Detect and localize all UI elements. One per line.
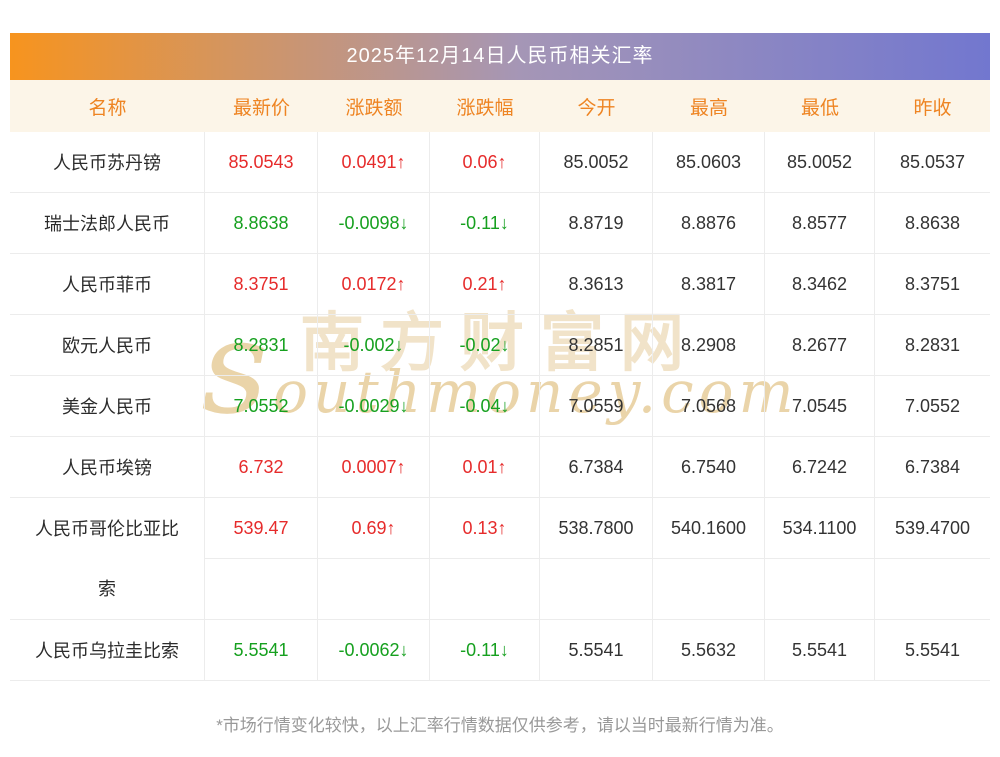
cell-prev: 6.7384: [875, 437, 990, 498]
spacer-cell: [205, 559, 318, 620]
rate-grid: 名称 最新价 涨跌额 涨跌幅 今开 最高 最低 昨收 人民币苏丹镑 85.054…: [10, 80, 990, 681]
cell-prev: 8.8638: [875, 193, 990, 254]
cell-high: 5.5632: [653, 620, 765, 681]
cell-open: 8.8719: [540, 193, 653, 254]
cell-change: -0.0062↓: [318, 620, 430, 681]
cell-prev: 8.2831: [875, 315, 990, 376]
cell-latest: 8.2831: [205, 315, 318, 376]
col-header-latest: 最新价: [205, 80, 318, 132]
cell-low: 534.1100: [765, 498, 875, 559]
cell-pct: -0.11↓: [430, 620, 540, 681]
cell-latest: 8.8638: [205, 193, 318, 254]
cell-change: 0.0172↑: [318, 254, 430, 315]
col-header-name: 名称: [10, 80, 205, 132]
cell-high: 540.1600: [653, 498, 765, 559]
col-header-open: 今开: [540, 80, 653, 132]
cell-high: 7.0568: [653, 376, 765, 437]
cell-prev: 8.3751: [875, 254, 990, 315]
cell-prev: 539.4700: [875, 498, 990, 559]
cell-open: 538.7800: [540, 498, 653, 559]
cell-change: 0.0007↑: [318, 437, 430, 498]
cell-prev: 5.5541: [875, 620, 990, 681]
row-name: 人民币乌拉圭比索: [10, 620, 205, 681]
cell-pct: -0.04↓: [430, 376, 540, 437]
row-name: 欧元人民币: [10, 315, 205, 376]
cell-open: 85.0052: [540, 132, 653, 193]
cell-prev: 7.0552: [875, 376, 990, 437]
cell-latest: 6.732: [205, 437, 318, 498]
cell-pct: 0.06↑: [430, 132, 540, 193]
cell-latest: 7.0552: [205, 376, 318, 437]
cell-low: 8.8577: [765, 193, 875, 254]
cell-latest: 8.3751: [205, 254, 318, 315]
cell-open: 8.3613: [540, 254, 653, 315]
cell-open: 6.7384: [540, 437, 653, 498]
cell-prev: 85.0537: [875, 132, 990, 193]
cell-pct: 0.01↑: [430, 437, 540, 498]
spacer-cell: [765, 559, 875, 620]
row-name: 人民币哥伦比亚比索: [10, 498, 205, 620]
disclaimer-note: *市场行情变化较快，以上汇率行情数据仅供参考，请以当时最新行情为准。: [216, 716, 784, 735]
col-header-prev: 昨收: [875, 80, 990, 132]
col-header-low: 最低: [765, 80, 875, 132]
cell-high: 85.0603: [653, 132, 765, 193]
cell-pct: -0.11↓: [430, 193, 540, 254]
row-name: 瑞士法郎人民币: [10, 193, 205, 254]
cell-low: 7.0545: [765, 376, 875, 437]
cell-open: 7.0559: [540, 376, 653, 437]
spacer-cell: [430, 559, 540, 620]
cell-high: 8.8876: [653, 193, 765, 254]
cell-change: 0.0491↑: [318, 132, 430, 193]
cell-low: 85.0052: [765, 132, 875, 193]
rate-table: 南方财富网 southmoney.com 名称 最新价 涨跌额 涨跌幅 今开 最…: [10, 80, 990, 681]
cell-open: 5.5541: [540, 620, 653, 681]
cell-change: -0.0098↓: [318, 193, 430, 254]
spacer-cell: [540, 559, 653, 620]
page-title: 2025年12月14日人民币相关汇率: [10, 33, 990, 80]
cell-low: 8.3462: [765, 254, 875, 315]
cell-pct: -0.02↓: [430, 315, 540, 376]
cell-low: 8.2677: [765, 315, 875, 376]
row-name: 人民币苏丹镑: [10, 132, 205, 193]
cell-high: 8.2908: [653, 315, 765, 376]
cell-latest: 5.5541: [205, 620, 318, 681]
cell-low: 6.7242: [765, 437, 875, 498]
cell-change: -0.0029↓: [318, 376, 430, 437]
cell-change: 0.69↑: [318, 498, 430, 559]
col-header-pct: 涨跌幅: [430, 80, 540, 132]
cell-latest: 85.0543: [205, 132, 318, 193]
cell-high: 8.3817: [653, 254, 765, 315]
col-header-high: 最高: [653, 80, 765, 132]
cell-change: -0.002↓: [318, 315, 430, 376]
row-name: 人民币埃镑: [10, 437, 205, 498]
cell-low: 5.5541: [765, 620, 875, 681]
spacer-cell: [875, 559, 990, 620]
cell-open: 8.2851: [540, 315, 653, 376]
exchange-rate-page: 2025年12月14日人民币相关汇率 南方财富网 southmoney.com …: [10, 33, 990, 735]
spacer-cell: [318, 559, 430, 620]
cell-latest: 539.47: [205, 498, 318, 559]
spacer-cell: [653, 559, 765, 620]
row-name: 人民币菲币: [10, 254, 205, 315]
cell-high: 6.7540: [653, 437, 765, 498]
col-header-change: 涨跌额: [318, 80, 430, 132]
row-name: 美金人民币: [10, 376, 205, 437]
cell-pct: 0.13↑: [430, 498, 540, 559]
cell-pct: 0.21↑: [430, 254, 540, 315]
